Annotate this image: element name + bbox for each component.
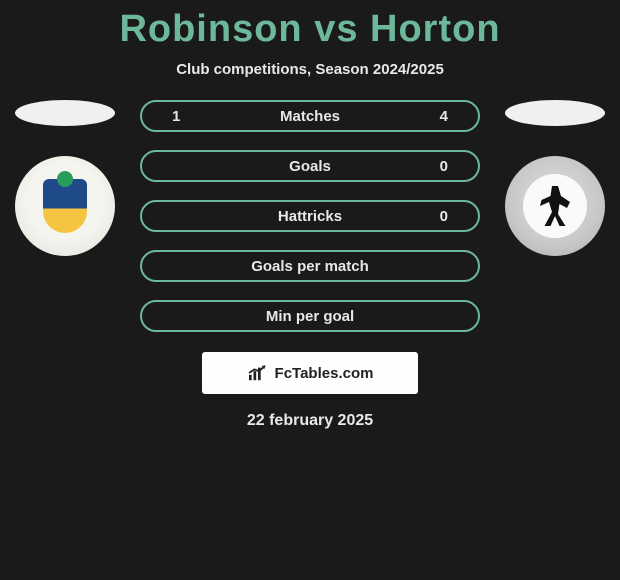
subtitle: Club competitions, Season 2024/2025: [0, 61, 620, 78]
chart-icon: [247, 364, 269, 382]
stat-row-goals-per-match: Goals per match: [140, 250, 480, 282]
stat-right-value: 4: [428, 108, 448, 125]
runner-icon: [540, 186, 570, 226]
date-label: 22 february 2025: [0, 412, 620, 430]
stat-label: Goals per match: [142, 258, 478, 275]
stat-right-value: 0: [428, 158, 448, 175]
brand-link[interactable]: FcTables.com: [202, 352, 418, 394]
stat-row-hattricks: Hattricks 0: [140, 200, 480, 232]
player-photo-placeholder-left: [15, 100, 115, 126]
club-crest-left: [15, 156, 115, 256]
left-column: [10, 100, 120, 256]
crest-inner: [523, 174, 587, 238]
widget-root: Robinson vs Horton Club competitions, Se…: [0, 0, 620, 430]
page-title: Robinson vs Horton: [0, 8, 620, 51]
shield-icon: [43, 179, 87, 233]
stat-right-value: 0: [428, 208, 448, 225]
brand-text: FcTables.com: [275, 365, 374, 382]
stats-column: 1 Matches 4 Goals 0 Hattricks 0 Goals pe…: [140, 100, 480, 332]
club-crest-right: [505, 156, 605, 256]
right-column: [500, 100, 610, 256]
player-photo-placeholder-right: [505, 100, 605, 126]
stat-label: Min per goal: [142, 308, 478, 325]
stat-row-matches: 1 Matches 4: [140, 100, 480, 132]
stat-row-goals: Goals 0: [140, 150, 480, 182]
main-row: 1 Matches 4 Goals 0 Hattricks 0 Goals pe…: [0, 100, 620, 332]
stat-row-min-per-goal: Min per goal: [140, 300, 480, 332]
stat-left-value: 1: [172, 108, 192, 125]
